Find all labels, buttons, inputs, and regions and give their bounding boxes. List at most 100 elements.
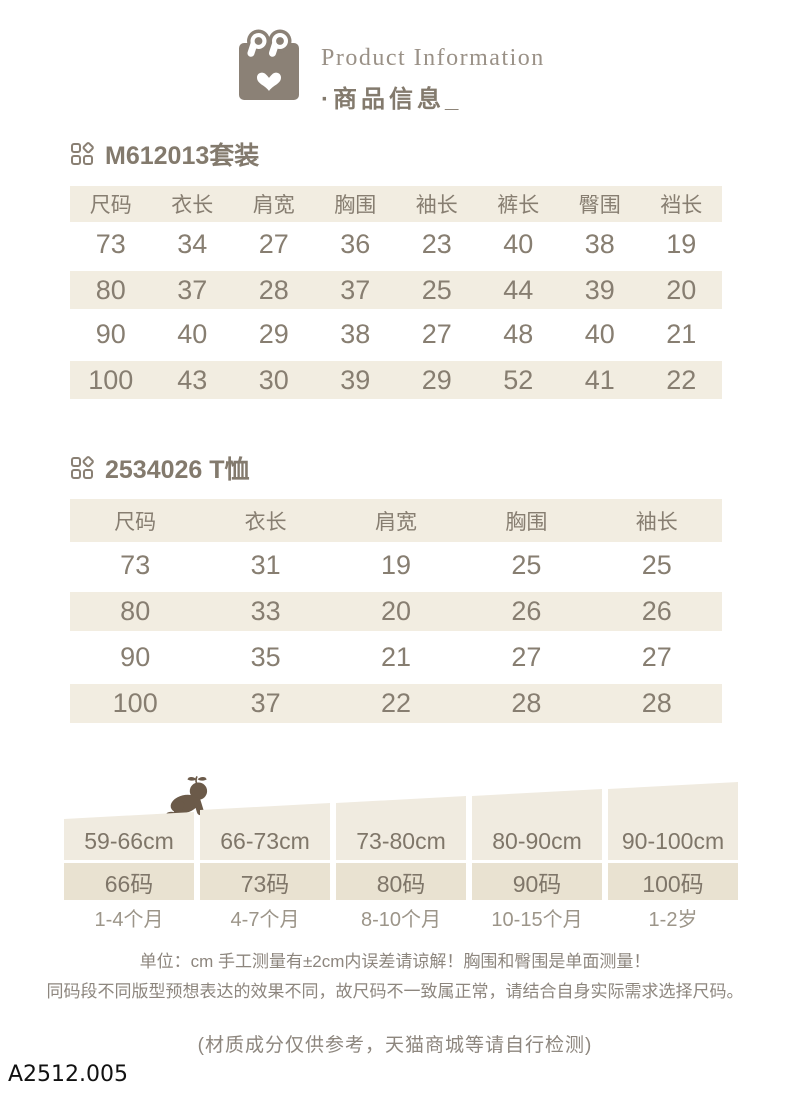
- table-cell: 19: [380, 549, 412, 580]
- table-cell: 27: [258, 229, 289, 259]
- table-cell: 40: [584, 319, 615, 349]
- section-title-tshirt: 2534026 T恤: [70, 450, 250, 486]
- grid-icon: [71, 142, 94, 165]
- height-range-label: 66-73cm: [220, 828, 310, 854]
- table-cell: 39: [584, 274, 615, 305]
- table-cell: 52: [503, 364, 534, 395]
- table-row: 73 31 19 25 25: [70, 542, 722, 588]
- table-cell: 37: [250, 688, 281, 718]
- column-header: 衣长: [171, 194, 214, 217]
- header-title-cn: ·商品信息_: [321, 86, 463, 113]
- table-cell: 80: [95, 274, 126, 305]
- height-range-label: 90-100cm: [621, 828, 725, 854]
- height-range-label: 59-66cm: [84, 828, 174, 854]
- table-cell: 40: [503, 229, 534, 259]
- table-cell: 27: [421, 319, 452, 349]
- table-row: 80 37 28 37 25 44 39 20: [70, 267, 722, 312]
- table-cell: 20: [380, 596, 412, 626]
- height-range-block: 73-80cm: [336, 796, 466, 860]
- table-header-row: 尺码 衣长 肩宽 胸围 袖长: [70, 499, 722, 542]
- age-range-label: 1-2岁: [648, 909, 698, 931]
- table-cell: 22: [666, 364, 697, 395]
- size-table-tshirt: 尺码 衣长 肩宽 胸围 袖长 73 31 19 25 25 80 33 20 2…: [70, 499, 722, 726]
- header-title-en: Product Information: [321, 45, 545, 71]
- table-cell: 34: [177, 229, 208, 259]
- table-cell: 21: [666, 319, 697, 349]
- size-code-label: 100码: [608, 863, 738, 900]
- column-header: 胸围: [334, 194, 377, 217]
- table-cell: 33: [250, 596, 281, 626]
- table-cell: 35: [250, 641, 281, 672]
- table-cell: 29: [258, 319, 289, 349]
- table-cell: 44: [503, 274, 534, 305]
- height-range-label: 73-80cm: [356, 828, 446, 854]
- bag-heart-icon: [239, 29, 299, 100]
- table-row: 100 37 22 28 28: [70, 680, 722, 726]
- size-guide-column: 80-90cm 90码 10-15个月: [472, 789, 602, 933]
- height-range-block: 66-73cm: [200, 803, 330, 860]
- table-cell: 100: [112, 688, 158, 718]
- crawling-baby-icon: [165, 775, 208, 819]
- column-header: 袖长: [635, 510, 678, 534]
- table-cell: 27: [511, 641, 542, 672]
- size-code-label: 73码: [200, 863, 330, 900]
- column-header: 裆长: [660, 194, 703, 217]
- table-cell: 26: [511, 596, 542, 626]
- table-cell: 38: [584, 229, 615, 259]
- material-disclaimer: (材质成分仅供参考，天猫商城等请自行检测): [197, 1035, 593, 1056]
- size-guide-column: 90-100cm 100码 1-2岁: [608, 782, 738, 933]
- size-guide-column: 66-73cm 73码 4-7个月: [200, 803, 330, 933]
- header-titles: Product Information ·商品信息_: [321, 27, 545, 114]
- table-row: 90 35 21 27 27: [70, 634, 722, 680]
- age-range-label: 10-15个月: [491, 909, 583, 931]
- note-line: 单位：cm 手工测量有±2cm内误差请谅解！胸围和臀围是单面测量！: [139, 952, 651, 971]
- table-cell: 21: [380, 641, 412, 672]
- table-row: 100 43 30 39 29 52 41 22: [70, 357, 722, 402]
- height-range-label: 80-90cm: [492, 828, 582, 854]
- table-cell: 37: [340, 274, 371, 305]
- table-cell: 73: [95, 229, 126, 259]
- table-header-row: 尺码 衣长 肩宽 胸围 袖长 裤长 臀围 裆长: [70, 186, 722, 222]
- table-cell: 90: [120, 641, 151, 672]
- table-cell: 43: [177, 364, 208, 395]
- age-range-label: 8-10个月: [360, 909, 442, 931]
- age-range-label: 4-7个月: [230, 909, 300, 931]
- size-guide-column: 59-66cm 66码 1-4个月: [64, 812, 194, 933]
- size-code-label: 90码: [472, 863, 602, 900]
- table-cell: 25: [421, 274, 452, 305]
- column-header: 臀围: [578, 194, 621, 217]
- size-code-label: 80码: [336, 863, 466, 900]
- table-cell: 20: [666, 274, 697, 305]
- table-cell: 41: [584, 364, 615, 395]
- table-row: 73 34 27 36 23 40 38 19: [70, 222, 722, 267]
- column-header: 尺码: [114, 510, 157, 534]
- table-cell: 26: [641, 596, 672, 626]
- table-cell: 25: [511, 549, 542, 580]
- column-header: 衣长: [244, 510, 287, 534]
- size-code-label: 66码: [64, 863, 194, 900]
- column-header: 肩宽: [252, 194, 295, 217]
- grid-icon: [71, 456, 94, 479]
- table-cell: 28: [511, 688, 542, 718]
- table-cell: 37: [177, 274, 208, 305]
- size-guide-column: 73-80cm 80码 8-10个月: [336, 796, 466, 933]
- table-cell: 38: [340, 319, 371, 349]
- table-cell: 25: [641, 549, 672, 580]
- height-range-block: 59-66cm: [64, 812, 194, 860]
- measurement-notes: 单位：cm 手工测量有±2cm内误差请谅解！胸围和臀围是单面测量！ 同码段不同版…: [0, 947, 790, 1007]
- height-range-block: 80-90cm: [472, 789, 602, 860]
- table-cell: 28: [258, 274, 289, 305]
- table-cell: 48: [503, 319, 534, 349]
- table-cell: 29: [421, 364, 452, 395]
- table-cell: 30: [258, 364, 289, 395]
- column-header: 胸围: [505, 510, 548, 534]
- note-line: 同码段不同版型预想表达的效果不同，故尺码不一致属正常，请结合自身实际需求选择尺码…: [46, 982, 744, 1001]
- column-header: 肩宽: [374, 510, 417, 534]
- section-title-label: M612013套装: [105, 142, 260, 170]
- table-cell: 28: [641, 688, 672, 718]
- table-cell: 19: [666, 229, 697, 259]
- table-row: 90 40 29 38 27 48 40 21: [70, 312, 722, 357]
- table-cell: 100: [88, 364, 134, 395]
- column-header: 裤长: [497, 194, 540, 217]
